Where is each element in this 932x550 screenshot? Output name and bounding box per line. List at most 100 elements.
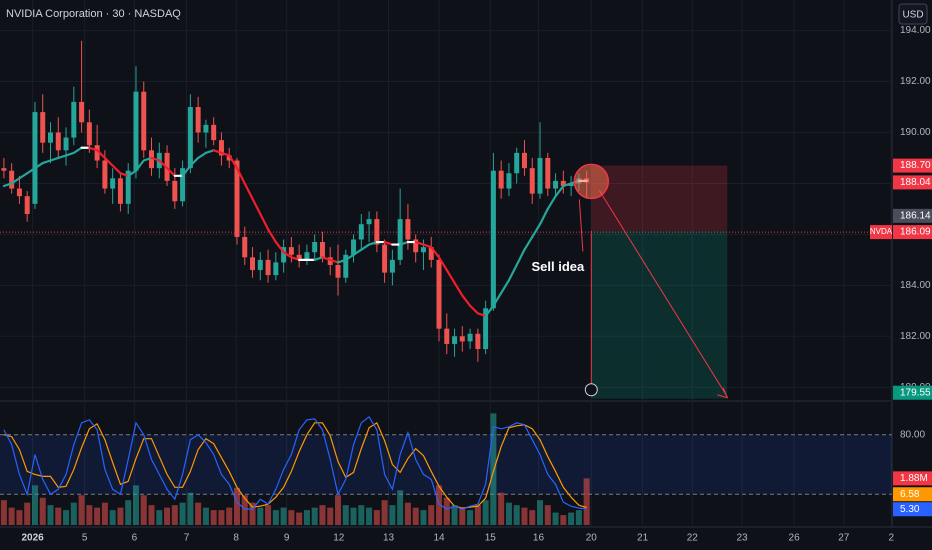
currency[interactable]: USD — [902, 10, 923, 21]
candle-body — [187, 107, 193, 169]
candle-body — [374, 219, 380, 245]
volume-bar — [47, 505, 54, 525]
candle-body — [63, 137, 69, 151]
volume-bar — [16, 510, 23, 525]
annotation-pointer — [578, 199, 584, 252]
signal-icon — [584, 383, 598, 397]
ma-segment — [134, 159, 145, 172]
x-tick-label: 9 — [284, 533, 290, 544]
volume-bar — [249, 502, 256, 525]
ma-segment — [96, 149, 106, 160]
candle-body — [537, 157, 543, 194]
ma-segment — [72, 146, 83, 154]
x-tick-label: 16 — [533, 533, 545, 544]
volume-bar — [311, 507, 318, 525]
ma-segment — [344, 253, 355, 261]
ma-segment — [10, 177, 21, 185]
candle-body — [467, 333, 473, 342]
x-tick-label: 2 — [888, 533, 894, 544]
candle-body — [32, 112, 38, 204]
candle-body — [16, 188, 22, 197]
ma-segment — [165, 167, 176, 177]
volume-bar — [39, 497, 46, 525]
candle-body — [506, 173, 512, 189]
volume-bar — [94, 507, 101, 525]
currency-button[interactable] — [898, 3, 928, 25]
volume-bar — [24, 502, 31, 525]
candle-body — [553, 180, 559, 189]
ma-segment — [437, 256, 448, 272]
x-tick-label: 5 — [82, 533, 88, 544]
ma-segment — [461, 294, 472, 307]
ma-segment — [515, 248, 526, 267]
x-tick-label: 23 — [736, 533, 748, 544]
volume-bar — [459, 507, 466, 525]
ma-segment — [554, 184, 565, 198]
annotation: Sell idea — [532, 259, 586, 274]
candle-body — [529, 168, 535, 194]
candle-body — [312, 242, 318, 253]
volume-bar — [451, 505, 458, 525]
entry-label: 186.14 — [900, 210, 931, 221]
oscillator-band — [0, 434, 892, 495]
volume-bar — [568, 512, 575, 525]
candle-body — [110, 178, 116, 189]
ma-segment — [399, 240, 410, 246]
ma-segment — [546, 195, 557, 211]
candle-body — [250, 257, 256, 271]
volume-bar — [117, 507, 124, 525]
ma-segment — [235, 167, 246, 185]
volume-bar — [148, 505, 155, 525]
candle-body — [288, 247, 294, 255]
candle-body — [1, 168, 7, 171]
ma-segment — [367, 240, 378, 246]
candle-body — [405, 219, 411, 240]
ma-segment — [212, 149, 223, 154]
candle-body — [55, 132, 61, 151]
candle-body — [327, 257, 333, 265]
k-last-label-box — [893, 502, 932, 517]
ma-segment — [26, 167, 37, 175]
ma-segment — [507, 263, 518, 282]
ma-segment — [336, 258, 347, 264]
volume-bar — [474, 505, 481, 525]
candle-body — [211, 124, 217, 141]
candle-body — [382, 244, 388, 273]
volume-bar — [490, 413, 497, 525]
volume-bar — [358, 505, 365, 525]
symbol-price-label: 186.09 — [900, 227, 931, 238]
volume-bar — [109, 510, 116, 525]
x-tick-label: 15 — [485, 533, 497, 544]
candle-body — [459, 336, 465, 342]
volume-bar — [319, 505, 326, 525]
volume-bar — [171, 505, 178, 525]
candle-body — [335, 264, 341, 278]
x-tick-label: 13 — [383, 533, 395, 544]
ma-segment — [181, 164, 192, 177]
candle-body — [413, 239, 419, 253]
volume-bar — [381, 500, 388, 525]
chart-title: NVIDIA Corporation · 30 · NASDAQ — [6, 8, 181, 20]
ma-segment — [189, 156, 200, 167]
last-price-label: 188.04 — [900, 177, 931, 188]
ma-segment — [33, 161, 44, 170]
candle-body — [257, 259, 263, 271]
ma-segment — [266, 228, 277, 244]
target-label-box — [893, 385, 932, 400]
volume-bar — [350, 507, 357, 525]
ma-segment — [360, 243, 371, 251]
plot — [0, 40, 892, 525]
volume-bar — [164, 507, 171, 525]
ma-segment — [49, 156, 60, 162]
ma-segment — [119, 172, 130, 177]
candle-body — [141, 91, 147, 151]
ma-segment — [259, 212, 270, 231]
volume-bar — [257, 507, 264, 525]
x-tick-label: 14 — [433, 533, 445, 544]
candle-body — [242, 236, 248, 258]
ma-segment — [142, 156, 153, 162]
candle-body — [79, 101, 85, 123]
candle-body — [133, 91, 139, 171]
